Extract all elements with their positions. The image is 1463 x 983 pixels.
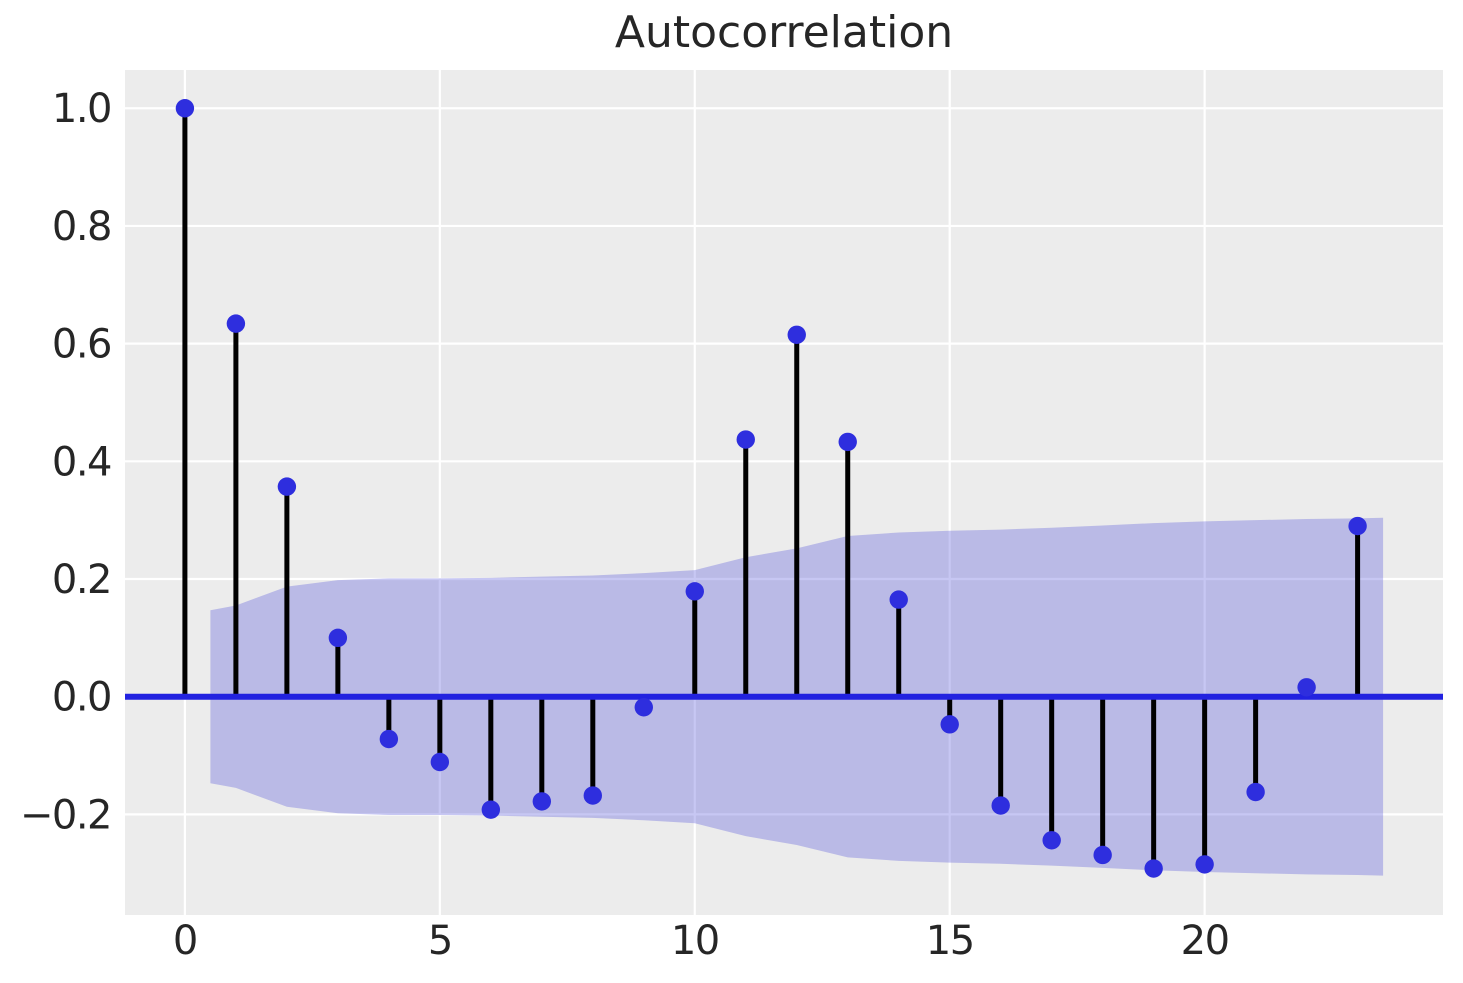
acf-marker-lag-9: [634, 698, 653, 717]
acf-marker-lag-0: [175, 99, 195, 118]
acf-marker-lag-7: [532, 792, 552, 811]
x-tick-label-1: 5: [428, 918, 452, 964]
acf-marker-lag-22: [1297, 678, 1316, 697]
x-tick-label-0: 0: [173, 918, 197, 964]
y-tick-label-1: 0.8: [52, 204, 111, 250]
acf-marker-lag-1: [226, 314, 246, 333]
acf-marker-lag-21: [1246, 782, 1265, 802]
acf-marker-lag-18: [1093, 845, 1112, 865]
y-tick-label-3: 0.4: [52, 439, 111, 485]
x-tick-label-3: 15: [926, 918, 974, 964]
acf-marker-lag-5: [430, 752, 450, 772]
plot-area: [125, 70, 1443, 915]
acf-marker-lag-14: [889, 590, 908, 609]
acf-marker-lag-4: [379, 729, 399, 749]
acf-marker-lag-12: [787, 325, 806, 344]
x-tick-label-4: 20: [1181, 918, 1229, 964]
acf-marker-lag-23: [1348, 516, 1367, 536]
acf-marker-lag-16: [991, 796, 1010, 815]
y-tick-label-6: −0.2: [20, 792, 111, 838]
y-tick-label-4: 0.2: [52, 557, 111, 603]
acf-marker-lag-6: [481, 800, 501, 819]
y-tick-label-0: 1.0: [52, 86, 111, 132]
y-tick-label-5: 0.0: [52, 675, 111, 721]
acf-marker-lag-13: [838, 432, 857, 452]
acf-marker-lag-2: [277, 477, 297, 496]
acf-marker-lag-20: [1195, 855, 1214, 874]
acf-marker-lag-19: [1144, 859, 1163, 878]
chart-title: Autocorrelation: [614, 7, 954, 58]
acf-marker-lag-10: [685, 582, 704, 601]
y-tick-label-2: 0.6: [52, 322, 111, 368]
acf-marker-lag-17: [1042, 831, 1061, 850]
acf-marker-lag-3: [328, 628, 348, 648]
x-tick-label-2: 10: [671, 918, 719, 964]
acf-marker-lag-15: [940, 715, 959, 734]
acf-marker-lag-11: [736, 430, 755, 449]
acf-marker-lag-8: [583, 786, 603, 805]
